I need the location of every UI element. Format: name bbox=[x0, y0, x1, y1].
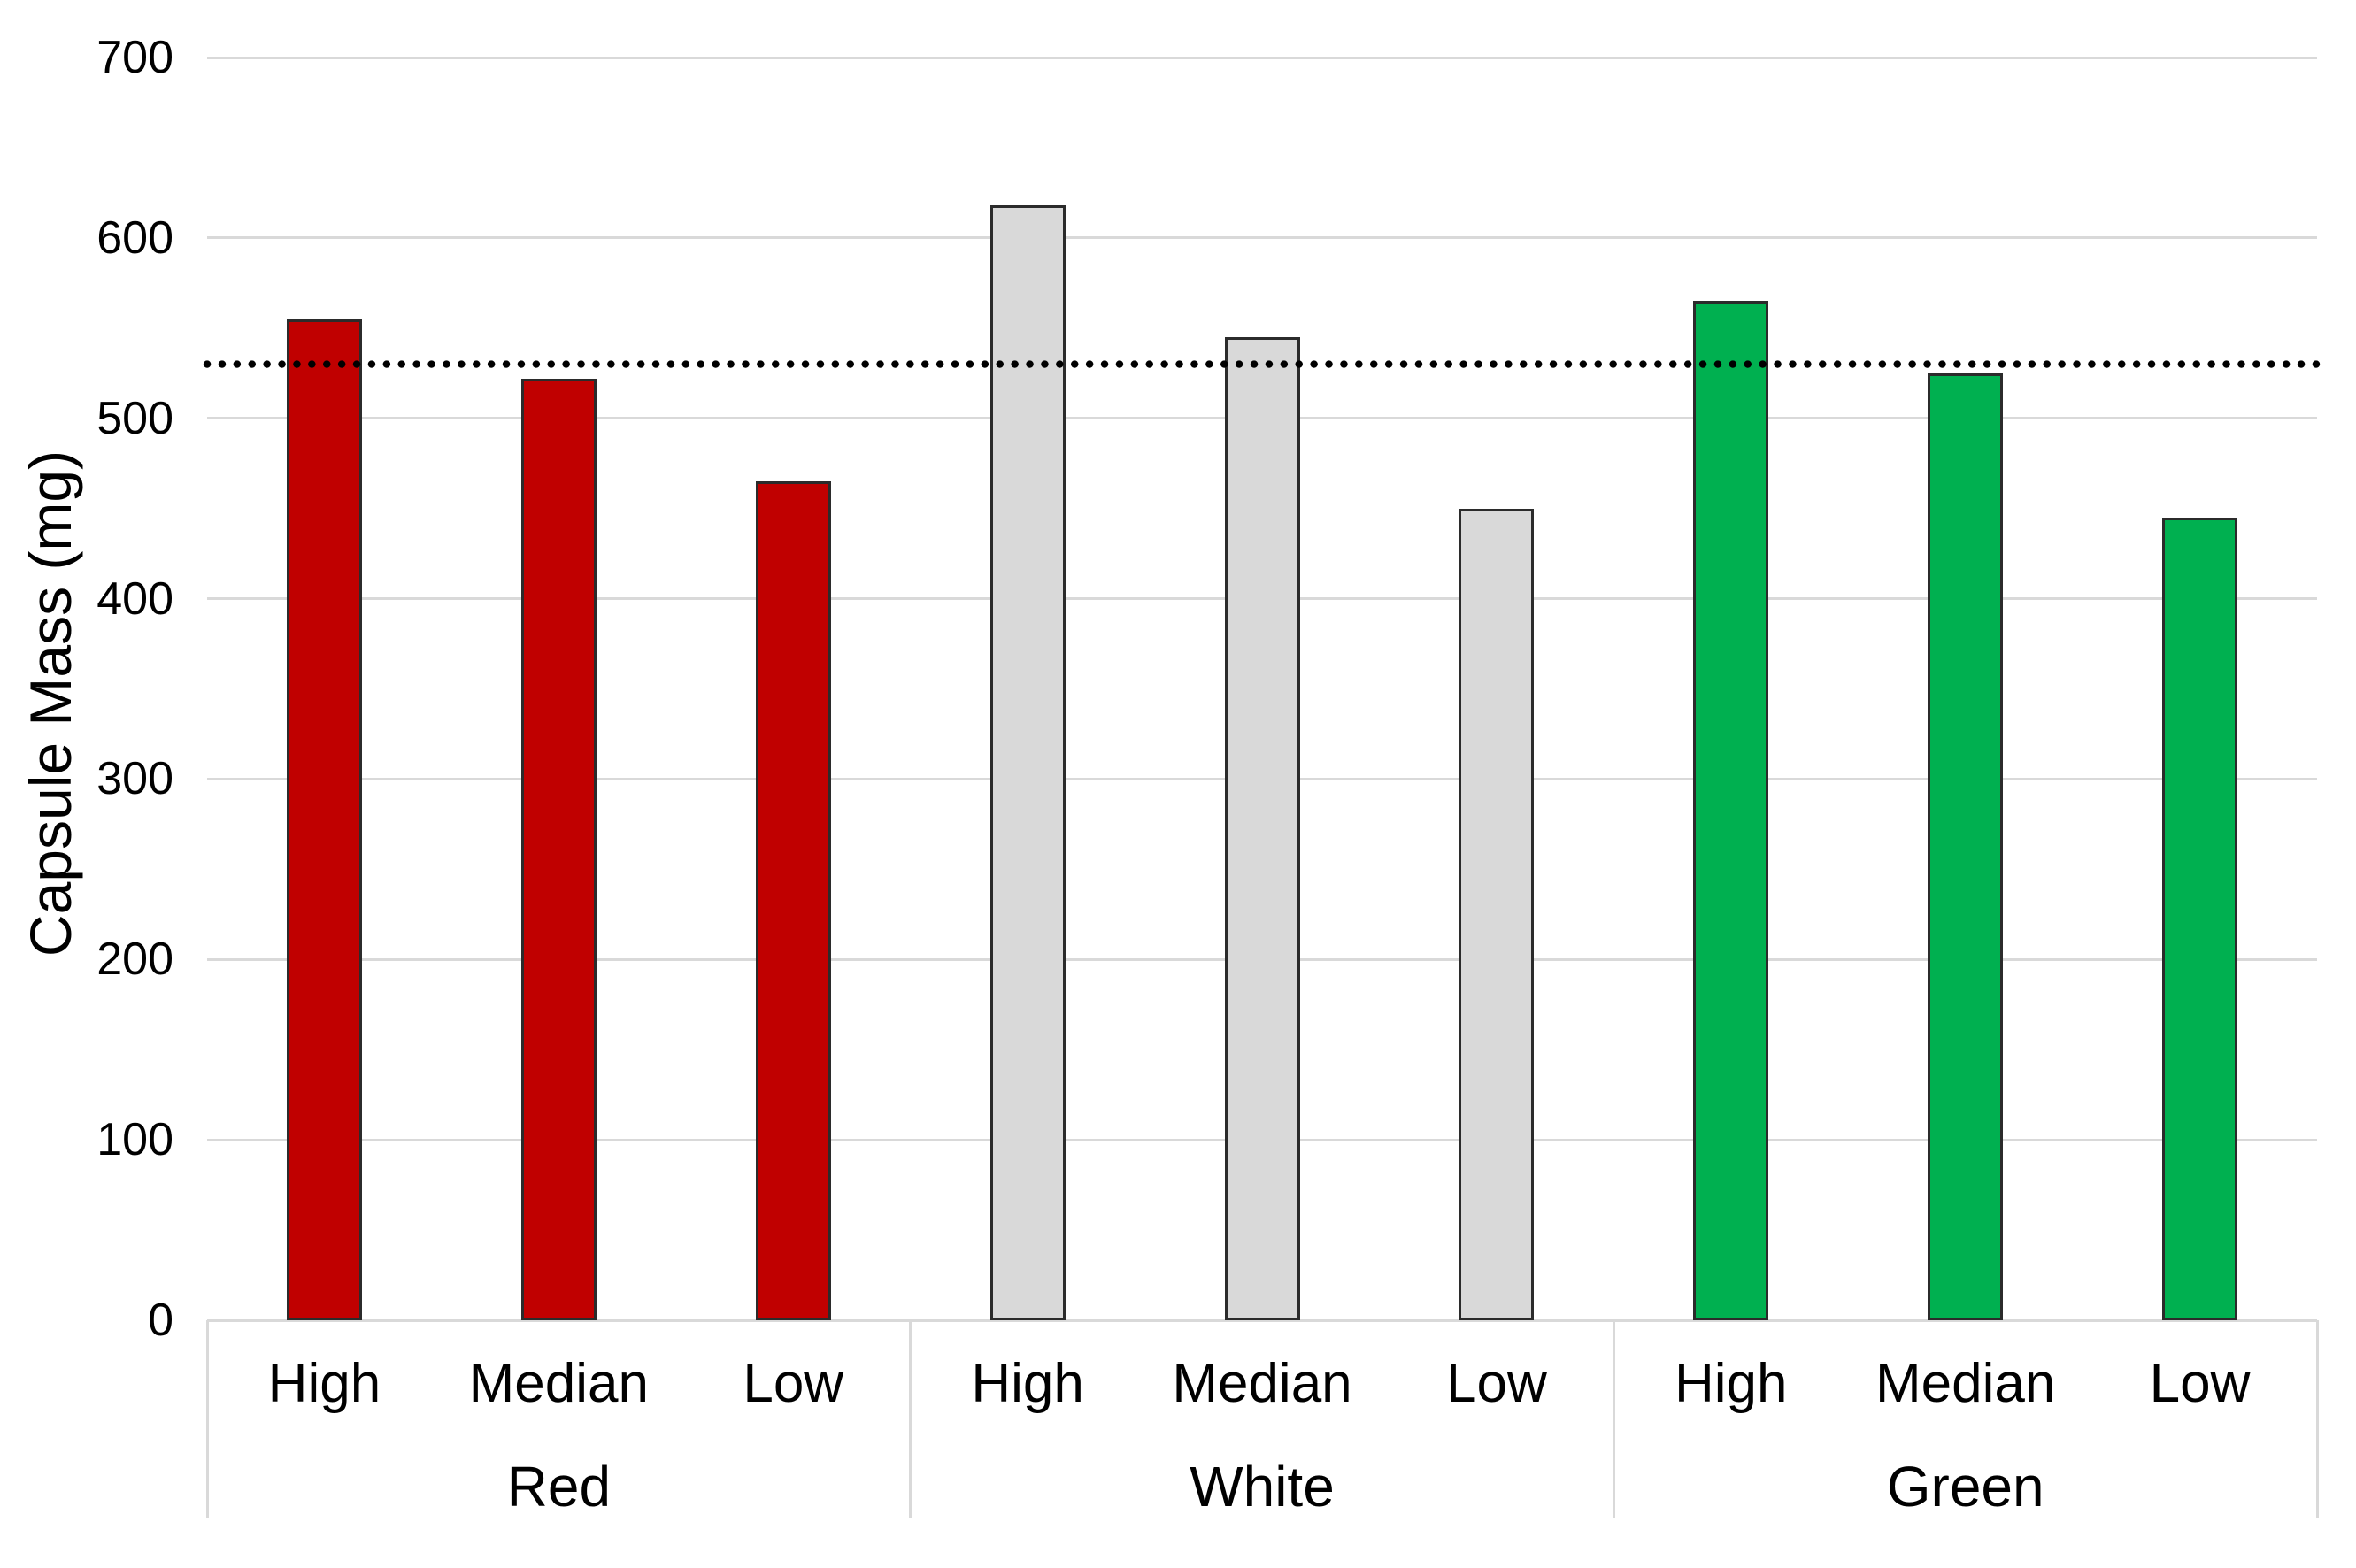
group-divider bbox=[2315, 1320, 2319, 1518]
y-tick-label-600: 600 bbox=[96, 211, 173, 264]
x-axis-line bbox=[207, 1318, 2317, 1322]
bar-green-low bbox=[2162, 517, 2238, 1320]
y-tick-label-300: 300 bbox=[96, 753, 173, 805]
category-label-red-high: High bbox=[267, 1353, 381, 1414]
y-tick-label-200: 200 bbox=[96, 934, 173, 986]
group-divider bbox=[909, 1320, 912, 1518]
y-tick-label-100: 100 bbox=[96, 1114, 173, 1166]
category-label-white-high: High bbox=[971, 1353, 1084, 1414]
category-label-green-low: Low bbox=[2149, 1353, 2251, 1414]
category-label-white-low: Low bbox=[1446, 1353, 1547, 1414]
gridline-600 bbox=[207, 236, 2317, 240]
y-tick-label-0: 0 bbox=[148, 1295, 173, 1346]
category-label-green-median: Median bbox=[1875, 1353, 2056, 1414]
group-label-green: Green bbox=[1886, 1455, 2044, 1518]
group-divider bbox=[205, 1320, 209, 1518]
category-label-white-median: Median bbox=[1172, 1353, 1352, 1414]
bar-red-high bbox=[286, 319, 362, 1320]
gridline-700 bbox=[207, 56, 2317, 59]
group-label-red: Red bbox=[506, 1455, 612, 1518]
bar-red-median bbox=[520, 378, 597, 1320]
category-label-red-low: Low bbox=[743, 1353, 844, 1414]
y-tick-label-700: 700 bbox=[96, 32, 173, 83]
group-label-white: White bbox=[1190, 1455, 1335, 1518]
y-tick-label-400: 400 bbox=[96, 573, 173, 625]
bar-white-low bbox=[1459, 508, 1535, 1320]
y-tick-label-500: 500 bbox=[96, 392, 173, 444]
bar-green-high bbox=[1693, 301, 1769, 1320]
bar-white-median bbox=[1224, 336, 1300, 1320]
group-divider bbox=[1612, 1320, 1615, 1518]
bar-red-low bbox=[755, 481, 831, 1320]
bar-green-median bbox=[1928, 373, 2004, 1320]
bar-white-high bbox=[989, 205, 1066, 1320]
category-label-red-median: Median bbox=[468, 1353, 649, 1414]
category-label-green-high: High bbox=[1675, 1353, 1788, 1414]
